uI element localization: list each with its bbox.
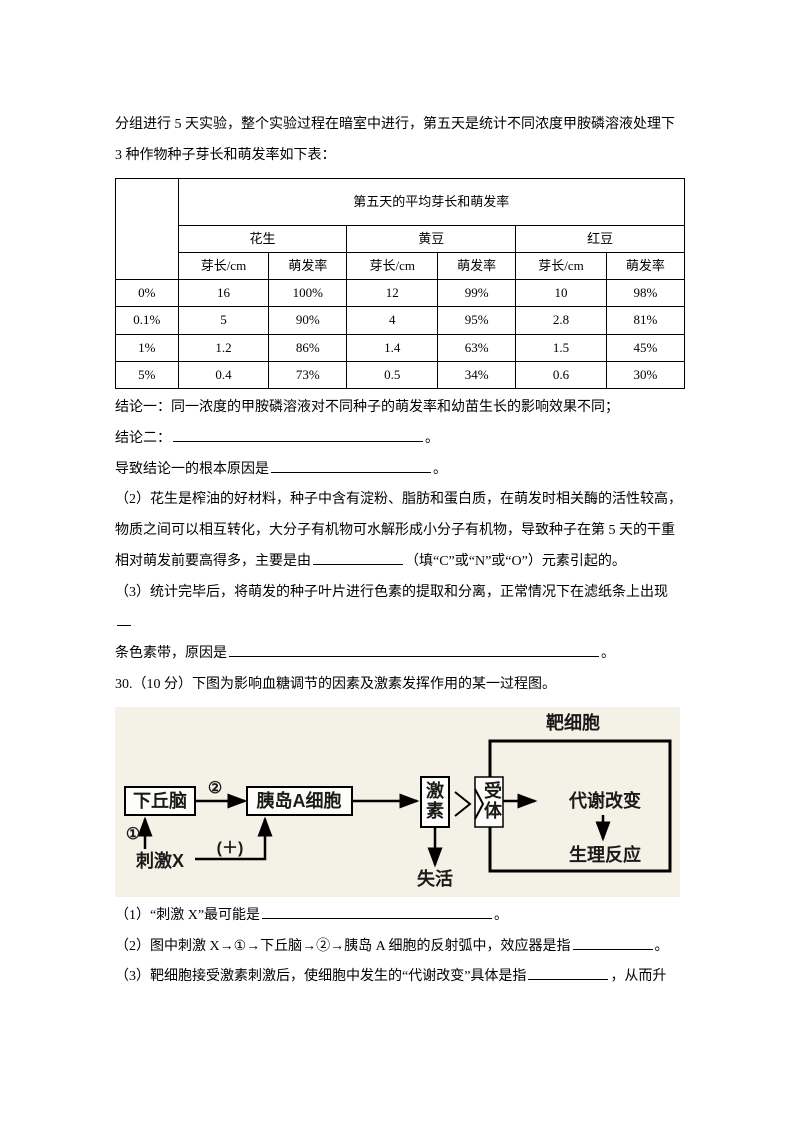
th: 萌发率 — [606, 252, 684, 279]
text: 分组进行 5 天实验，整个实验过程在暗室中进行，第五天是统计不同浓度甲胺磷溶液处… — [115, 110, 685, 141]
svg-text:激: 激 — [426, 780, 444, 801]
text: 30.（10 分）下图为影响血糖调节的因素及激素发挥作用的某一过程图。 — [115, 670, 685, 701]
blank — [173, 427, 423, 442]
svg-text:(＋): (＋) — [217, 840, 244, 857]
th: 芽长/cm — [178, 252, 269, 279]
text: 物质之间可以相互转化，大分子有机物可水解形成小分子有机物，导致种子在第 5 天的… — [115, 516, 685, 547]
th: 萌发率 — [438, 252, 516, 279]
text: 导致结论一的根本原因是。 — [115, 455, 685, 486]
blank — [573, 935, 653, 950]
svg-text:失活: 失活 — [417, 868, 453, 889]
blank — [262, 904, 492, 919]
text: 相对萌发前要高得多，主要是由（填“C”或“N”或“O”）元素引起的。 — [115, 547, 685, 578]
svg-text:①: ① — [126, 826, 140, 843]
text: 条色素带，原因是。 — [115, 639, 685, 670]
th: 芽长/cm — [516, 252, 607, 279]
svg-text:代谢改变: 代谢改变 — [568, 790, 641, 811]
data-table: 第五天的平均芽长和萌发率 花生 黄豆 红豆 芽长/cm 萌发率 芽长/cm 萌发… — [115, 178, 685, 389]
diagram: 靶细胞 下丘脑 ② 胰岛A细胞 激 素 受 体 代谢改变 — [115, 707, 685, 897]
blank — [528, 965, 608, 980]
th: 芽长/cm — [347, 252, 438, 279]
svg-text:体: 体 — [484, 800, 503, 821]
svg-text:生理反应: 生理反应 — [569, 844, 641, 865]
table-row: 1%1.286%1.463%1.545% — [116, 334, 685, 361]
svg-text:下丘脑: 下丘脑 — [133, 790, 187, 811]
svg-text:素: 素 — [426, 801, 444, 821]
th: 红豆 — [516, 225, 685, 252]
th-main: 第五天的平均芽长和萌发率 — [178, 178, 684, 225]
text: （1）“刺激 X”最可能是。 — [115, 901, 685, 932]
svg-text:胰岛A细胞: 胰岛A细胞 — [256, 790, 342, 811]
svg-text:②: ② — [208, 780, 222, 797]
blank — [313, 550, 403, 565]
svg-text:靶细胞: 靶细胞 — [546, 712, 600, 733]
text: （2）图中刺激 X→①→下丘脑→②→胰岛 A 细胞的反射弧中，效应器是指。 — [115, 932, 685, 963]
table-row: 5%0.473%0.534%0.630% — [116, 361, 685, 388]
text: 3 种作物种子芽长和萌发率如下表： — [115, 141, 685, 172]
th: 花生 — [178, 225, 347, 252]
th-blank — [116, 178, 179, 280]
text: （2）花生是榨油的好材料，种子中含有淀粉、脂肪和蛋白质，在萌发时相关酶的活性较高… — [115, 485, 685, 516]
svg-text:受: 受 — [484, 780, 502, 801]
text: （3）统计完毕后，将萌发的种子叶片进行色素的提取和分离，正常情况下在滤纸条上出现 — [115, 578, 685, 640]
text: 结论二：。 — [115, 424, 685, 455]
text: 结论一：同一浓度的甲胺磷溶液对不同种子的萌发率和幼苗生长的影响效果不同； — [115, 393, 685, 424]
blank — [229, 642, 599, 657]
text: （3）靶细胞接受激素刺激后，使细胞中发生的“代谢改变”具体是指，从而升 — [115, 962, 685, 993]
table-row: 0%16100%1299%1098% — [116, 280, 685, 307]
blank — [271, 458, 431, 473]
table-row: 0.1%590%495%2.881% — [116, 307, 685, 334]
th: 黄豆 — [347, 225, 516, 252]
svg-text:刺激X: 刺激X — [136, 850, 184, 871]
th: 萌发率 — [269, 252, 347, 279]
blank — [117, 611, 131, 626]
